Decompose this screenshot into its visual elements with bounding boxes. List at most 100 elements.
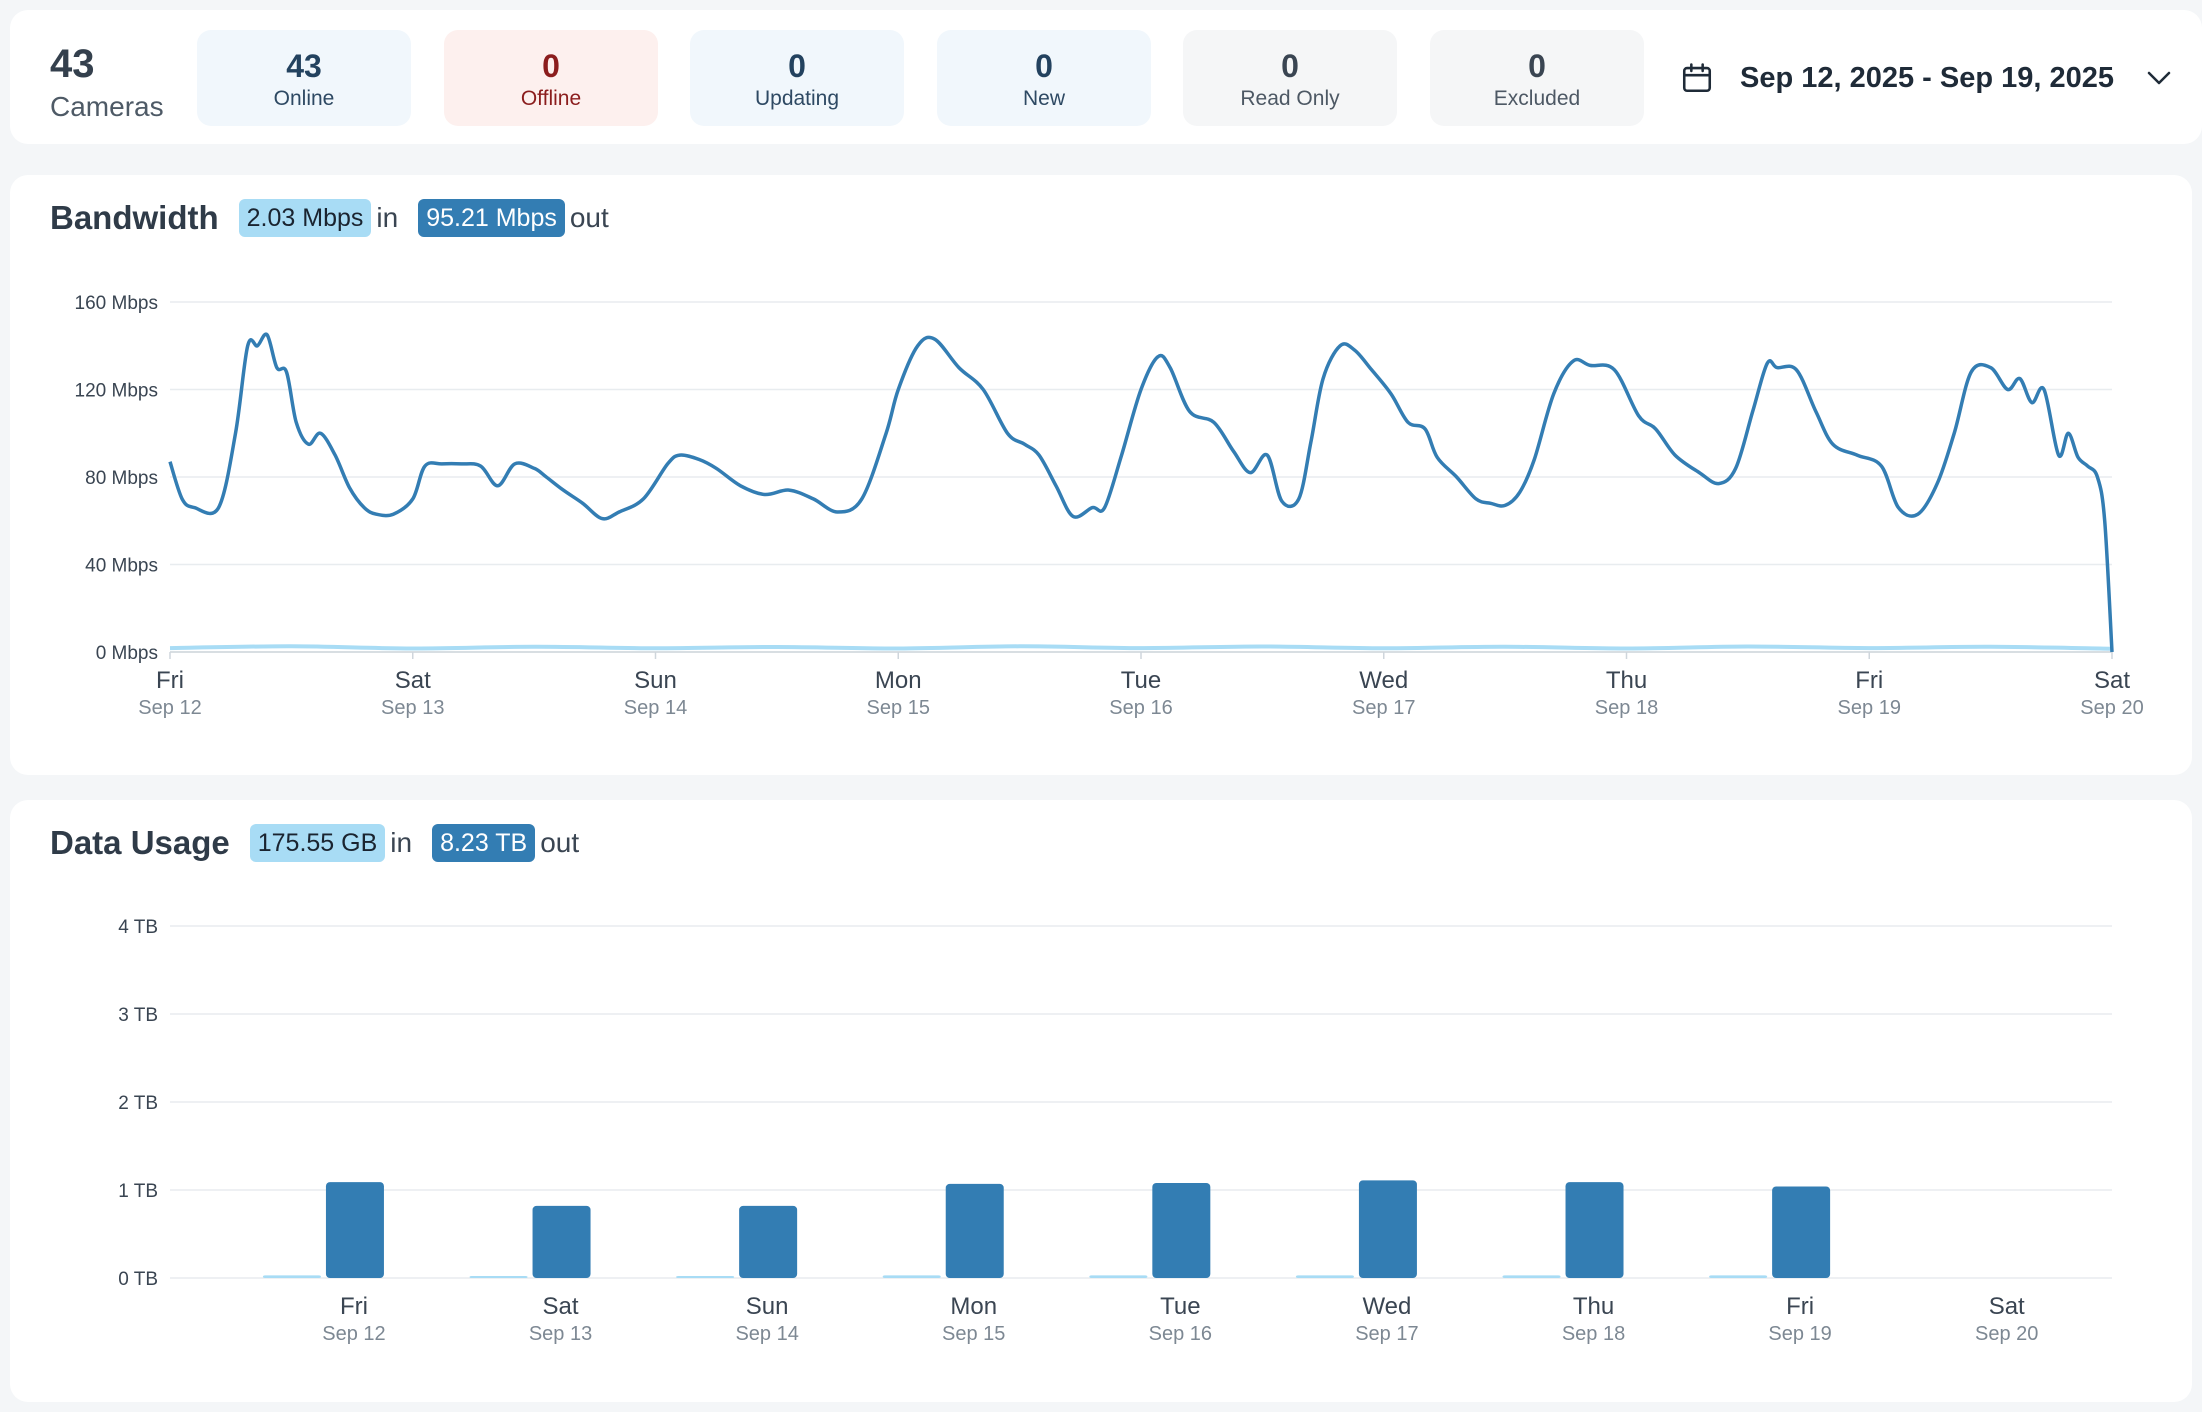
data-usage-title: Data Usage xyxy=(50,824,230,861)
x-tick-day-label: Mon xyxy=(950,1293,997,1320)
stat-offline[interactable]: 0 Offline xyxy=(444,30,658,126)
stat-read-only[interactable]: 0 Read Only xyxy=(1183,30,1397,126)
bar-in xyxy=(262,1275,321,1278)
x-tick-date-label: Sep 12 xyxy=(322,1323,385,1345)
camera-count: 43 Cameras xyxy=(50,42,164,124)
bandwidth-chart: 0 Mbps 40 Mbps 80 Mbps 120 Mbps 160 Mbps Fri S… xyxy=(75,293,2144,719)
bar-out xyxy=(739,1205,798,1278)
bar-out xyxy=(1772,1186,1831,1278)
y-tick-label: 2 TB xyxy=(118,1093,158,1114)
calendar-icon xyxy=(1682,63,1712,93)
bar-out xyxy=(1358,1180,1417,1278)
y-tick-label: 0 TB xyxy=(118,1269,158,1290)
y-tick-label: 120 Mbps xyxy=(75,381,158,402)
camera-count-label: Cameras xyxy=(50,91,164,122)
x-tick-date-label: Sep 13 xyxy=(381,697,444,719)
bar-in xyxy=(676,1276,735,1278)
bandwidth-in-label: in xyxy=(376,202,399,233)
stat-new-label: New xyxy=(1022,87,1065,110)
bandwidth-out-label: out xyxy=(569,202,609,233)
bandwidth-out-badge: 95.21 Mbps xyxy=(418,199,565,237)
date-range-text: Sep 12, 2025 - Sep 19, 2025 xyxy=(1740,61,2115,94)
bandwidth-in-badge: 2.03 Mbps xyxy=(238,199,372,237)
x-tick-day-label: Sat xyxy=(543,1293,579,1320)
x-tick-date-label: Sep 19 xyxy=(1838,697,1901,719)
bar-in xyxy=(1709,1275,1768,1278)
x-tick-day-label: Fri xyxy=(1855,667,1883,694)
x-tick-day-label: Sat xyxy=(2094,667,2130,694)
x-tick-day-label: Sat xyxy=(395,667,431,694)
x-tick-day-label: Sat xyxy=(1989,1293,2025,1320)
stat-updating-value: 0 xyxy=(788,48,806,84)
bar-in xyxy=(469,1276,528,1278)
bar-out xyxy=(945,1183,1004,1278)
data-usage-header: Data Usage 175.55 GB in 8.23 TB out xyxy=(50,824,599,862)
y-tick-label: 4 TB xyxy=(118,917,158,938)
date-range-picker[interactable]: Sep 12, 2025 - Sep 19, 2025 xyxy=(1680,50,2180,106)
y-tick-label: 160 Mbps xyxy=(75,293,158,314)
x-tick-date-label: Sep 15 xyxy=(867,697,930,719)
x-tick-date-label: Sep 17 xyxy=(1352,697,1415,719)
bar-in xyxy=(1502,1275,1561,1278)
x-tick-date-label: Sep 12 xyxy=(138,697,201,719)
bar-out xyxy=(532,1205,591,1278)
bar-out xyxy=(325,1182,384,1278)
y-tick-label: 80 Mbps xyxy=(85,468,158,489)
stat-excluded[interactable]: 0 Excluded xyxy=(1430,30,1644,126)
y-tick-label: 3 TB xyxy=(118,1005,158,1026)
x-tick-date-label: Sep 14 xyxy=(624,697,687,719)
bandwidth-out-line xyxy=(168,332,2114,653)
stat-new[interactable]: 0 New xyxy=(937,30,1151,126)
x-tick-day-label: Thu xyxy=(1573,1293,1614,1320)
data-usage-chart: 0 TB 1 TB 2 TB 3 TB 4 TB Fri Sep 12 Sat Sep 13 Su… xyxy=(118,917,2112,1345)
x-tick-date-label: Sep 18 xyxy=(1595,697,1658,719)
stat-online-value: 43 xyxy=(286,48,322,84)
stat-read-only-value: 0 xyxy=(1281,48,1299,84)
camera-count-value: 43 xyxy=(50,42,95,86)
data-usage-in-label: in xyxy=(390,827,413,858)
x-tick-date-label: Sep 19 xyxy=(1768,1323,1831,1345)
x-tick-day-label: Fri xyxy=(340,1293,368,1320)
x-tick-date-label: Sep 13 xyxy=(529,1323,592,1345)
summary-card: 43 Cameras 43 Online 0 Offline 0 Updatin… xyxy=(10,10,2202,144)
y-tick-label: 1 TB xyxy=(118,1181,158,1202)
stat-offline-value: 0 xyxy=(542,48,560,84)
chevron-down-icon xyxy=(2147,71,2171,85)
stat-new-value: 0 xyxy=(1035,48,1053,84)
bar-out xyxy=(1565,1182,1624,1278)
x-tick-date-label: Sep 15 xyxy=(942,1323,1005,1345)
data-usage-in-badge: 175.55 GB xyxy=(249,824,386,862)
x-tick-date-label: Sep 20 xyxy=(1975,1323,2038,1345)
data-usage-out-badge: 8.23 TB xyxy=(432,824,536,862)
x-tick-date-label: Sep 20 xyxy=(2080,697,2143,719)
bar-in xyxy=(1089,1275,1148,1278)
x-tick-day-label: Tue xyxy=(1121,667,1161,694)
x-tick-day-label: Fri xyxy=(156,667,184,694)
x-tick-day-label: Wed xyxy=(1362,1293,1411,1320)
data-usage-out-label: out xyxy=(540,827,580,858)
x-tick-day-label: Thu xyxy=(1606,667,1647,694)
x-tick-day-label: Wed xyxy=(1359,667,1408,694)
x-tick-date-label: Sep 17 xyxy=(1355,1323,1418,1345)
data-usage-card: Data Usage 175.55 GB in 8.23 TB out 0 TB… xyxy=(10,800,2192,1402)
x-tick-date-label: Sep 16 xyxy=(1109,697,1172,719)
bandwidth-in-line xyxy=(169,644,2113,651)
x-tick-date-label: Sep 16 xyxy=(1149,1323,1212,1345)
bandwidth-header: Bandwidth 2.03 Mbps in 95.21 Mbps out xyxy=(50,199,629,237)
bar-out xyxy=(1152,1182,1211,1278)
x-tick-day-label: Tue xyxy=(1160,1293,1200,1320)
stat-excluded-value: 0 xyxy=(1528,48,1546,84)
stat-updating[interactable]: 0 Updating xyxy=(690,30,904,126)
bandwidth-title: Bandwidth xyxy=(50,199,219,236)
y-tick-label: 40 Mbps xyxy=(85,556,158,577)
stat-read-only-label: Read Only xyxy=(1240,87,1340,110)
bar-in xyxy=(882,1275,941,1278)
stat-online[interactable]: 43 Online xyxy=(197,30,411,126)
bandwidth-card: Bandwidth 2.03 Mbps in 95.21 Mbps out 0 … xyxy=(10,175,2192,775)
x-tick-day-label: Fri xyxy=(1786,1293,1814,1320)
stat-offline-label: Offline xyxy=(520,87,582,110)
x-tick-date-label: Sep 18 xyxy=(1562,1323,1625,1345)
x-tick-day-label: Sun xyxy=(634,667,677,694)
bar-in xyxy=(1295,1275,1354,1278)
stat-excluded-label: Excluded xyxy=(1493,87,1581,110)
